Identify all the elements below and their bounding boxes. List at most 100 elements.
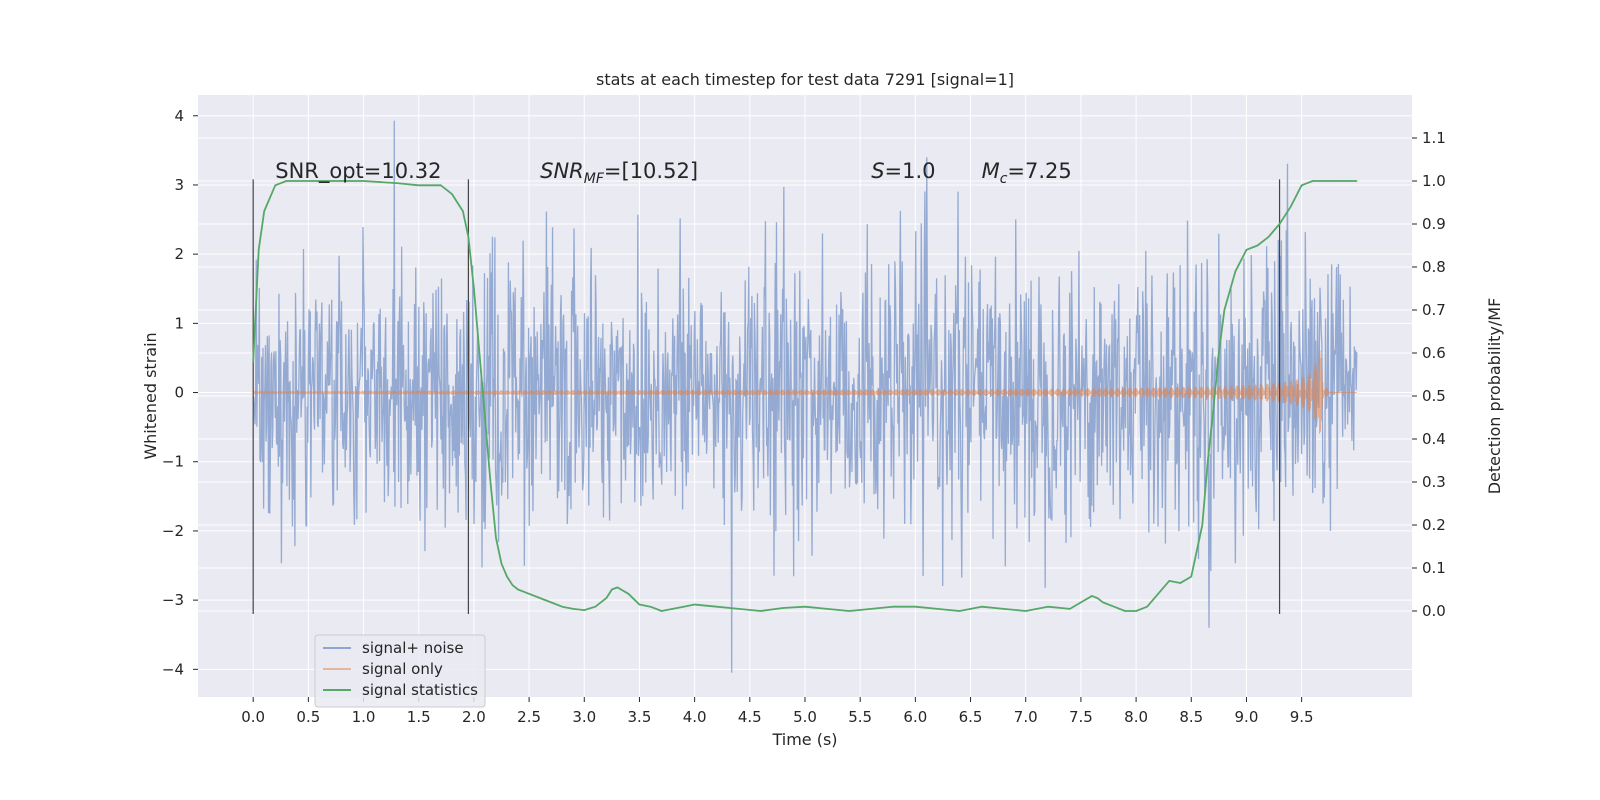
statistics-point bbox=[1201, 524, 1203, 526]
statistics-point bbox=[258, 249, 260, 251]
statistics-point bbox=[1003, 608, 1005, 610]
statistics-point bbox=[1102, 601, 1104, 604]
statistics-point bbox=[511, 584, 514, 586]
right-y-tick-label: 0.8 bbox=[1422, 258, 1446, 276]
statistics-point bbox=[1356, 180, 1358, 182]
statistics-point bbox=[1290, 206, 1292, 208]
annotation-0: SNR_opt=10.32 bbox=[275, 159, 441, 184]
statistics-point bbox=[539, 597, 541, 599]
y-tick-label: 0 bbox=[174, 384, 184, 402]
statistics-point bbox=[848, 610, 850, 612]
x-tick-label: 0.5 bbox=[296, 708, 320, 726]
x-tick-label: 6.5 bbox=[959, 708, 983, 726]
statistics-point bbox=[1323, 180, 1325, 182]
statistics-point bbox=[782, 607, 784, 609]
statistics-point bbox=[1124, 610, 1126, 612]
statistics-point bbox=[660, 610, 663, 612]
y-tick-label: −2 bbox=[162, 522, 184, 540]
y-tick-label: −4 bbox=[162, 660, 184, 678]
statistics-point bbox=[870, 608, 872, 610]
legend-box bbox=[314, 634, 486, 708]
x-tick-label: 7.5 bbox=[1069, 708, 1093, 726]
statistics-point bbox=[440, 184, 442, 186]
statistics-point bbox=[716, 606, 718, 608]
statistics-point bbox=[473, 287, 475, 290]
statistics-point bbox=[694, 603, 696, 606]
statistics-point bbox=[683, 606, 685, 608]
statistics-point bbox=[1334, 180, 1336, 182]
right-y-tick-label: 0.1 bbox=[1422, 559, 1446, 577]
statistics-point bbox=[1245, 249, 1248, 251]
x-tick-label: 6.0 bbox=[903, 708, 927, 726]
axes: 0.0 0.5 1.0 1.5 2.0 2.5 3.0 3.5 4.0 4.5 5.0 5.5 6.0 6… bbox=[162, 107, 1446, 726]
x-tick-label: 4.5 bbox=[738, 708, 762, 726]
legend-label: signal+ noise bbox=[362, 639, 464, 657]
x-tick-label: 4.0 bbox=[683, 708, 707, 726]
statistics-point bbox=[826, 608, 828, 610]
legend: signal+ noise signal only signal statistic… bbox=[314, 634, 486, 708]
statistics-point bbox=[396, 182, 398, 184]
statistics-point bbox=[1267, 236, 1270, 238]
x-tick-label: 3.0 bbox=[572, 708, 596, 726]
right-y-tick-label: 0.3 bbox=[1422, 473, 1446, 491]
statistics-point bbox=[451, 193, 453, 195]
statistics-point bbox=[980, 606, 983, 608]
statistics-point bbox=[1146, 606, 1148, 608]
annotation-2: S=1.0 bbox=[871, 159, 935, 183]
statistics-point bbox=[1234, 270, 1237, 272]
x-tick-label: 1.5 bbox=[407, 708, 431, 726]
statistics-point bbox=[1168, 580, 1170, 582]
statistics-point bbox=[467, 236, 469, 238]
statistics-point bbox=[484, 416, 486, 419]
series-line-signal-noise bbox=[252, 120, 1358, 673]
statistics-point bbox=[517, 588, 519, 591]
statistics-point bbox=[1278, 223, 1281, 225]
statistics-point bbox=[572, 608, 574, 610]
x-tick-label: 8.0 bbox=[1124, 708, 1148, 726]
statistics-point bbox=[1179, 582, 1181, 584]
statistics-point bbox=[478, 352, 481, 354]
statistics-point bbox=[1069, 608, 1071, 610]
statistics-point bbox=[528, 593, 530, 595]
statistics-point bbox=[362, 180, 365, 182]
data-layer bbox=[252, 120, 1358, 673]
annotation-3: Mc=7.25 bbox=[982, 159, 1072, 187]
x-tick-label: 9.0 bbox=[1235, 708, 1259, 726]
statistics-point bbox=[506, 576, 508, 578]
x-tick-label: 9.5 bbox=[1290, 708, 1314, 726]
statistics-point bbox=[1256, 244, 1259, 247]
statistics-point bbox=[550, 601, 552, 604]
statistics-point bbox=[594, 606, 596, 608]
statistics-point bbox=[340, 180, 343, 182]
right-y-tick-label: 0.2 bbox=[1422, 516, 1446, 534]
statistics-point bbox=[1157, 593, 1159, 595]
statistics-point bbox=[1025, 610, 1027, 612]
statistics-point bbox=[638, 603, 641, 606]
statistics-point bbox=[462, 210, 464, 212]
chart-title: stats at each timestep for test data 729… bbox=[596, 70, 1014, 89]
statistics-point bbox=[1312, 180, 1314, 182]
statistics-point bbox=[671, 608, 674, 610]
statistics-point bbox=[285, 180, 287, 182]
statistics-point bbox=[1190, 576, 1192, 578]
right-y-tick-label: 0.5 bbox=[1422, 387, 1446, 405]
x-axis-label: Time (s) bbox=[771, 730, 837, 749]
y-tick-label: 4 bbox=[174, 107, 184, 125]
statistics-point bbox=[1212, 408, 1214, 410]
statistics-point bbox=[649, 606, 652, 608]
statistics-point bbox=[760, 610, 762, 612]
statistics-point bbox=[1091, 595, 1093, 597]
statistics-point bbox=[616, 586, 618, 588]
statistics-point bbox=[583, 609, 585, 611]
x-tick-label: 3.5 bbox=[628, 708, 652, 726]
right-y-tick-label: 0.6 bbox=[1422, 344, 1446, 362]
y-axis-label: Whitened strain bbox=[141, 332, 160, 459]
statistics-point bbox=[627, 593, 630, 595]
statistics-point bbox=[958, 610, 961, 612]
x-tick-label: 0.0 bbox=[241, 708, 265, 726]
right-y-tick-label: 0.7 bbox=[1422, 301, 1446, 319]
statistics-point bbox=[500, 563, 503, 565]
statistics-point bbox=[1047, 606, 1049, 608]
statistics-point bbox=[1080, 601, 1082, 604]
right-y-tick-label: 0.9 bbox=[1422, 215, 1446, 233]
